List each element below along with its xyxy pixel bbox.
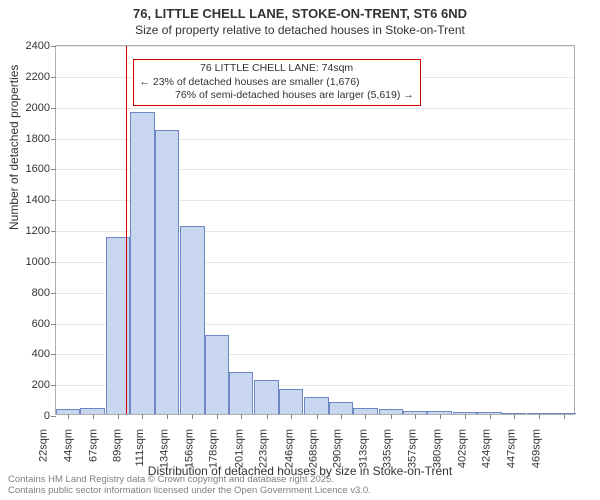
histogram-bar [130, 112, 154, 414]
xtick-mark [217, 414, 218, 419]
xtick-label: 290sqm [332, 425, 344, 468]
xtick-mark [514, 414, 515, 419]
histogram-bar [205, 335, 229, 414]
annotation-line: 76% of semi-detached houses are larger (… [140, 89, 414, 103]
chart-title: 76, LITTLE CHELL LANE, STOKE-ON-TRENT, S… [0, 0, 600, 21]
ytick-label: 1000 [26, 256, 56, 268]
ytick-label: 800 [32, 287, 56, 299]
ytick-label: 2400 [26, 40, 56, 52]
ytick-label: 1400 [26, 194, 56, 206]
xtick-label: 89sqm [112, 425, 124, 462]
ytick-label: 600 [32, 318, 56, 330]
gridline [56, 108, 574, 109]
xtick-mark [68, 414, 69, 419]
xtick-mark [167, 414, 168, 419]
xtick-mark [365, 414, 366, 419]
xtick-label: 178sqm [208, 425, 220, 468]
ytick-label: 2000 [26, 102, 56, 114]
xtick-mark [267, 414, 268, 419]
xtick-label: 156sqm [183, 425, 195, 468]
gridline [56, 46, 574, 47]
chart-subtitle: Size of property relative to detached ho… [0, 21, 600, 37]
xtick-mark [241, 414, 242, 419]
annotation-line: ← 23% of detached houses are smaller (1,… [140, 76, 414, 90]
chart-container: 76, LITTLE CHELL LANE, STOKE-ON-TRENT, S… [0, 0, 600, 500]
histogram-bar [180, 226, 204, 414]
xtick-mark [118, 414, 119, 419]
ytick-label: 400 [32, 348, 56, 360]
xtick-mark [142, 414, 143, 419]
xtick-mark [291, 414, 292, 419]
xtick-label: 380sqm [432, 425, 444, 468]
histogram-bar [304, 397, 328, 414]
xtick-label: 134sqm [159, 425, 171, 468]
ytick-label: 1200 [26, 225, 56, 237]
xtick-label: 335sqm [382, 425, 394, 468]
xtick-label: 447sqm [506, 425, 518, 468]
xtick-mark [93, 414, 94, 419]
histogram-bar [155, 130, 179, 414]
xtick-label: 469sqm [530, 425, 542, 468]
ytick-label: 0 [44, 410, 56, 422]
ytick-label: 1800 [26, 133, 56, 145]
xtick-label: 111sqm [134, 425, 146, 467]
xtick-label: 313sqm [357, 425, 369, 468]
chart-footer: Contains HM Land Registry data © Crown c… [0, 475, 600, 500]
xtick-label: 357sqm [406, 425, 418, 468]
y-axis-label: Number of detached properties [7, 65, 21, 230]
annotation-line: 76 LITTLE CHELL LANE: 74sqm [140, 62, 414, 76]
xtick-label: 268sqm [307, 425, 319, 468]
xtick-label: 201sqm [233, 425, 245, 468]
xtick-label: 424sqm [480, 425, 492, 468]
xtick-label: 44sqm [62, 425, 74, 462]
footer-line-2: Contains public sector information licen… [8, 486, 600, 497]
xtick-mark [341, 414, 342, 419]
annotation-box: 76 LITTLE CHELL LANE: 74sqm← 23% of deta… [133, 59, 421, 106]
xtick-mark [440, 414, 441, 419]
plot-area: 0200400600800100012001400160018002000220… [55, 45, 575, 415]
histogram-bar [229, 372, 253, 414]
histogram-bar [279, 389, 303, 414]
ytick-label: 1600 [26, 163, 56, 175]
xtick-mark [391, 414, 392, 419]
histogram-bar [254, 380, 278, 414]
xtick-label: 67sqm [88, 425, 100, 462]
histogram-bar [329, 402, 353, 414]
xtick-label: 246sqm [283, 425, 295, 468]
xtick-mark [539, 414, 540, 419]
xtick-label: 22sqm [38, 425, 50, 462]
xtick-label: 223sqm [257, 425, 269, 468]
xtick-mark [465, 414, 466, 419]
ytick-label: 2200 [26, 71, 56, 83]
ytick-label: 200 [32, 379, 56, 391]
xtick-mark [415, 414, 416, 419]
xtick-mark [192, 414, 193, 419]
xtick-mark [564, 414, 565, 419]
xtick-mark [317, 414, 318, 419]
xtick-label: 402sqm [456, 425, 468, 468]
xtick-mark [490, 414, 491, 419]
property-marker-line [126, 46, 127, 414]
